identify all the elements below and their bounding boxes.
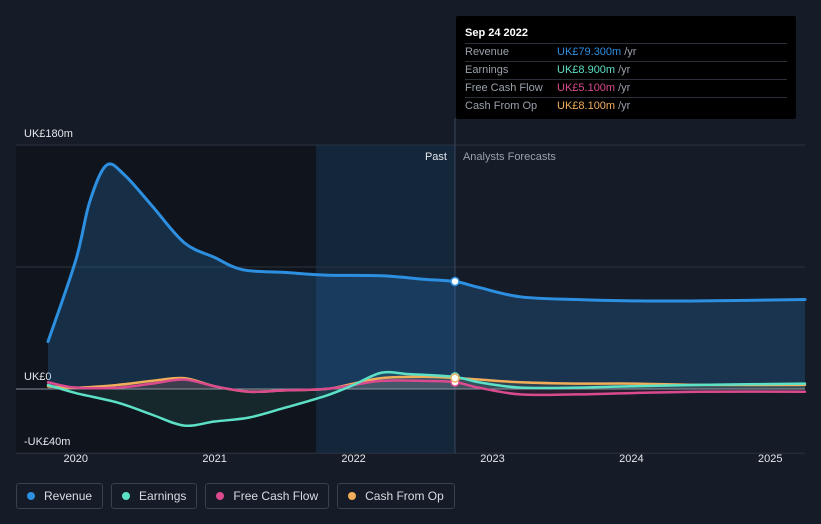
tooltip-unit: /yr [618,100,631,112]
series-line-earnings [46,370,807,428]
legend-item-revenue[interactable]: Revenue [16,483,104,509]
tooltip-row-earnings: Earnings UK£8.900m /yr [465,61,787,79]
data-point-cash-from-op [450,373,460,383]
data-point-revenue [450,276,460,287]
legend-dot-icon [27,492,35,500]
tooltip-date: Sep 24 2022 [465,27,528,39]
tooltip-row-free-cash-flow: Free Cash Flow UK£5.100m /yr [465,79,787,97]
x-tick-label: 2024 [619,453,643,465]
tooltip-unit: /yr [618,82,631,94]
legend-label: Revenue [44,489,93,503]
y-tick-label: -UK£40m [24,436,70,448]
x-tick-label: 2021 [202,453,226,465]
series-area-free-cash-flow [48,379,805,395]
tooltip-label: Revenue [465,46,510,58]
x-tick-label: 2023 [480,453,504,465]
legend-dot-icon [348,492,357,500]
tooltip-unit: /yr [618,64,631,76]
legend-dot-icon [122,492,131,500]
past-label: Past [425,151,447,163]
x-tick-label: 2025 [758,453,782,465]
tooltip-value: UK£8.100m [557,100,616,112]
tooltip-unit: /yr [624,46,637,58]
legend-label: Earnings [139,489,187,503]
tooltip-label: Earnings [465,64,509,76]
chart-legend: Revenue Earnings Free Cash Flow Cash Fro… [16,483,455,509]
series-area-cash-from-op [48,376,805,392]
x-tick-label: 2022 [341,453,365,465]
tooltip-label: Cash From Op [465,100,538,112]
tooltip-value: UK£5.100m [557,82,616,94]
legend-item-earnings[interactable]: Earnings [111,483,198,509]
tooltip-value: UK£79.300m [557,46,622,58]
tooltip-value: UK£8.900m [557,64,616,76]
past-region [16,145,317,454]
y-tick-label: UK£0 [24,371,52,383]
tooltip-row-cash-from-op: Cash From Op UK£8.100m /yr [465,97,787,115]
legend-item-cash-from-op[interactable]: Cash From Op [337,483,455,509]
forecast-label: Analysts Forecasts [463,151,556,163]
series-line-revenue [46,162,807,344]
legend-label: Free Cash Flow [233,489,319,503]
y-tick-label: UK£180m [24,128,73,140]
chart-tooltip: Sep 24 2022 Revenue UK£79.300m /yr Earni… [456,16,796,119]
tooltip-label: Free Cash Flow [465,82,543,94]
series-area-revenue [48,163,805,389]
x-tick-label: 2020 [64,453,88,465]
legend-dot-icon [216,492,225,500]
tooltip-row-revenue: Revenue UK£79.300m /yr [465,43,787,61]
series-area-earnings [48,372,805,426]
legend-label: Cash From Op [365,489,444,503]
legend-item-free-cash-flow[interactable]: Free Cash Flow [205,483,330,509]
highlight-region [316,145,455,454]
